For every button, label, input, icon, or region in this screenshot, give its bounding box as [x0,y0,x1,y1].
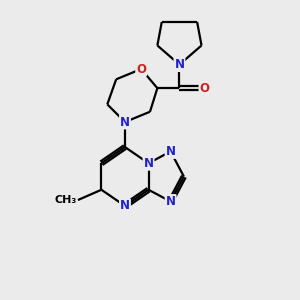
Text: N: N [166,145,176,158]
Text: N: N [166,195,176,208]
Text: N: N [120,116,130,128]
Text: N: N [120,200,130,212]
Text: O: O [136,62,146,76]
Text: CH₃: CH₃ [54,195,76,205]
Text: N: N [143,157,154,170]
Text: O: O [200,82,209,95]
Text: N: N [174,58,184,71]
